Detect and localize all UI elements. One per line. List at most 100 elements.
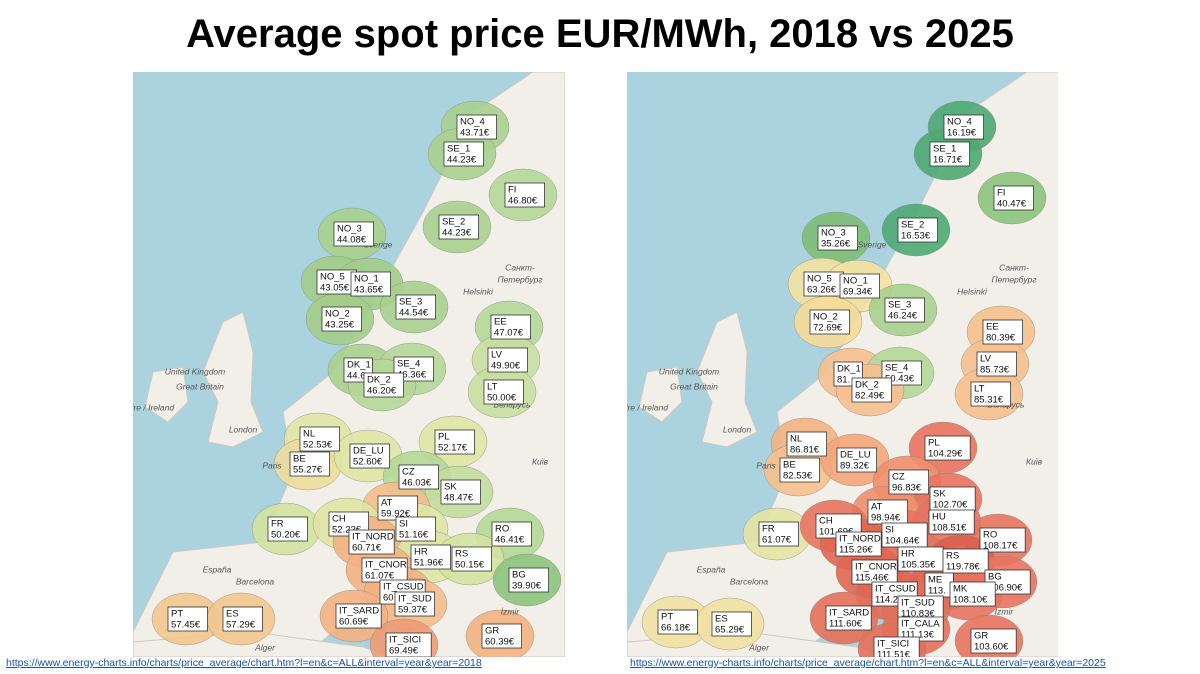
zone-name: LT xyxy=(487,382,498,393)
zone-name: NO_4 xyxy=(947,117,972,128)
zone-name: FI xyxy=(508,185,516,196)
zone-price: 96.83€ xyxy=(892,483,922,494)
zone-name: IT_CNOR xyxy=(365,560,407,571)
zone-name: LV xyxy=(980,354,992,365)
zone-name: SE_4 xyxy=(397,359,420,370)
zone-price: 119.78€ xyxy=(946,562,980,573)
zone-price: 104.64€ xyxy=(885,536,920,547)
label-box xyxy=(897,546,944,572)
label-box xyxy=(504,182,545,208)
place-name: Barcelona xyxy=(730,576,769,586)
zone-price: 39.90€ xyxy=(512,581,542,592)
place-name: España xyxy=(697,564,726,574)
zone-price: 69.34€ xyxy=(843,287,873,298)
zone-name: BG xyxy=(988,572,1002,583)
label-box xyxy=(836,447,877,473)
zone-price: 65.29€ xyxy=(715,625,745,636)
zone-label: SE_144.23€ xyxy=(443,141,484,167)
label-box xyxy=(438,214,479,240)
zone-price: 55.27€ xyxy=(293,465,323,476)
place-name: Санкт- xyxy=(505,262,535,272)
label-box xyxy=(348,529,395,555)
label-box xyxy=(970,381,1011,407)
zone-name: HR xyxy=(901,549,915,560)
place-name: United Kingdom xyxy=(165,366,225,376)
place-name: Paris xyxy=(262,460,282,470)
place-name: Helsinki xyxy=(463,286,494,296)
label-box xyxy=(897,217,938,243)
zone-price: 59.92€ xyxy=(381,509,411,520)
zone-price: 57.29€ xyxy=(226,620,256,631)
zone-price: 60.39€ xyxy=(485,637,515,648)
zone-label: SE_216.53€ xyxy=(897,217,938,243)
zone-price: 113. xyxy=(928,586,946,597)
label-box xyxy=(410,544,451,570)
label-box xyxy=(487,347,528,373)
source-link[interactable]: https://www.energy-charts.info/charts/pr… xyxy=(630,657,1106,669)
zone-name: PL xyxy=(438,432,450,443)
place-name: United Kingdom xyxy=(659,366,719,376)
zone-price: 114.2 xyxy=(875,595,898,606)
zone-price: 69.49€ xyxy=(389,646,419,657)
zone-label: NO_335.26€ xyxy=(817,225,858,251)
zone-name: HU xyxy=(932,512,946,523)
place-name: Barcelona xyxy=(236,576,275,586)
zone-name: DK_2 xyxy=(367,375,391,386)
label-box xyxy=(993,185,1034,211)
zone-label: NO_169.34€ xyxy=(839,273,880,299)
zone-price: 115.46€ xyxy=(855,573,889,584)
zone-price: 46.80€ xyxy=(508,196,538,207)
zone-name: RO xyxy=(983,530,997,541)
zone-name: NO_5 xyxy=(320,272,345,283)
zone-name: HR xyxy=(414,547,428,558)
label-box xyxy=(267,516,308,542)
zone-label: NO_443.71€ xyxy=(456,114,497,140)
zone-price: 106.90€ xyxy=(988,583,1023,594)
zone-name: NO_1 xyxy=(354,274,379,285)
zone-name: AT xyxy=(871,502,883,513)
zone-price: 63.26€ xyxy=(807,285,837,296)
label-box xyxy=(817,225,858,251)
label-box xyxy=(363,372,404,398)
map-2025: United Kingdom Great Britain Éire / Irelan… xyxy=(627,72,1058,657)
label-box xyxy=(456,114,497,140)
zone-price: 59.37€ xyxy=(398,605,428,616)
source-link[interactable]: https://www.energy-charts.info/charts/pr… xyxy=(6,657,482,669)
label-box xyxy=(976,351,1017,377)
place-name: Петербург xyxy=(497,274,542,284)
britain xyxy=(202,311,264,448)
zone-name: EE xyxy=(986,322,999,333)
label-box xyxy=(394,591,435,617)
label-box xyxy=(809,309,850,335)
place-name: Sverige xyxy=(858,239,887,249)
zone-price: 46.41€ xyxy=(495,535,525,546)
zone-price: 48.47€ xyxy=(444,493,474,504)
zone-price: 35.26€ xyxy=(821,239,851,250)
zone-name: DE_LU xyxy=(840,450,871,461)
zone-name: NL xyxy=(790,434,802,445)
britain xyxy=(696,311,758,448)
label-box xyxy=(440,479,481,505)
zone-name: NO_3 xyxy=(821,228,846,239)
